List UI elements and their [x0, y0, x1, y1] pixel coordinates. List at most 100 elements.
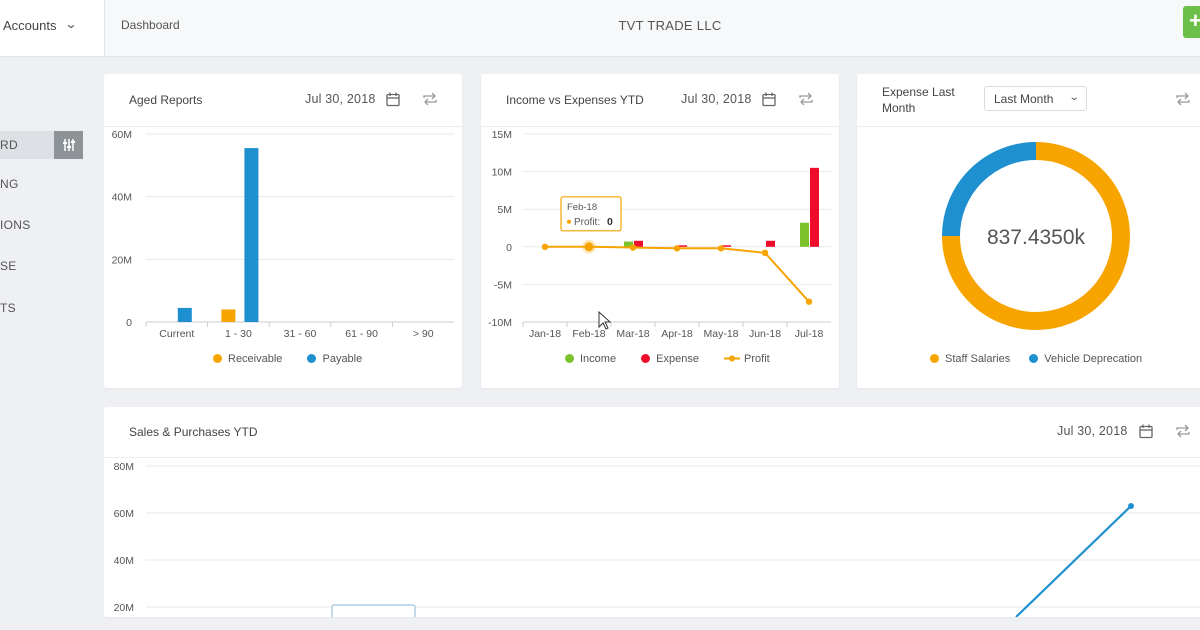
- sidebar-item-label-transactions[interactable]: IONS: [0, 218, 31, 232]
- bar-receivable: [221, 309, 236, 322]
- donut-slice-staff-salaries: [942, 142, 1130, 330]
- y-tick-label: 10M: [492, 167, 512, 179]
- bar-payable: [177, 307, 192, 322]
- sales-purchases-chart: 20M 40M 60M 80M: [114, 461, 1200, 617]
- y-tick-label: 20M: [114, 602, 134, 614]
- y-tick-label: 60M: [112, 129, 132, 141]
- bar-payable: [244, 148, 259, 322]
- chart-legend: Receivable Payable: [213, 353, 384, 365]
- chart-tooltip: [560, 196, 622, 232]
- settings-sliders-icon[interactable]: [54, 131, 83, 159]
- legend-label: Profit: [744, 353, 770, 365]
- sales-purchases-card: Sales & Purchases YTD Jul 30, 2018 20M 40…: [104, 407, 1200, 617]
- card-title-line: Month: [882, 101, 916, 115]
- sales-line: [1015, 505, 1132, 617]
- y-tick-label: 0: [506, 242, 512, 254]
- legend-dot: [307, 354, 317, 363]
- legend-item-profit[interactable]: Profit: [724, 353, 770, 365]
- chart-legend: Staff Salaries Vehicle Deprecation: [930, 353, 1164, 365]
- tooltip-title: Feb-18: [567, 202, 597, 213]
- sidebar-item-label-reports[interactable]: TS: [0, 301, 16, 315]
- legend-item-receivable[interactable]: Receivable: [213, 353, 282, 365]
- refresh-icon[interactable]: [1175, 424, 1191, 438]
- x-tick-label: 31 - 60: [284, 328, 317, 340]
- bar-income: [800, 222, 809, 247]
- calendar-icon[interactable]: [762, 92, 776, 107]
- bar-expense: [722, 245, 731, 247]
- bar-income: [624, 241, 633, 247]
- profit-line: [545, 245, 810, 303]
- legend-item-expense[interactable]: Expense: [641, 353, 699, 365]
- legend-label: Staff Salaries: [945, 353, 1011, 365]
- x-tick-label: Apr-18: [661, 328, 693, 340]
- expense-last-month-card: Expense Last Month Last Month ⌄ 837.4350k…: [857, 74, 1200, 388]
- sidebar-item-label-banking[interactable]: NG: [0, 177, 19, 191]
- date-label: Jul 30, 2018: [681, 92, 752, 106]
- calendar-icon[interactable]: [1139, 424, 1153, 439]
- expense-donut-chart: 837.4350k: [942, 142, 1130, 330]
- profit-point: [805, 298, 813, 305]
- legend-line-marker: [724, 355, 741, 362]
- y-tick-label: 60M: [114, 508, 134, 520]
- donut-center-label: 837.4350k: [987, 226, 1086, 249]
- legend-dot: [641, 354, 651, 363]
- y-tick-label: -5M: [494, 279, 512, 291]
- x-tick-label: Jan-18: [529, 328, 561, 340]
- account-label: Accounts: [3, 18, 57, 33]
- bar-expense: [766, 240, 775, 247]
- calendar-icon[interactable]: [386, 92, 400, 107]
- sidebar-item-dashboard[interactable]: [0, 131, 54, 159]
- profit-point: [717, 245, 725, 252]
- refresh-icon[interactable]: [422, 92, 438, 106]
- card-title: Expense Last Month: [882, 84, 955, 116]
- x-tick-label: > 90: [413, 328, 434, 340]
- account-switcher[interactable]: Accounts ⌄: [0, 0, 105, 56]
- profit-point: [761, 249, 769, 257]
- company-name: TVT TRADE LLC: [618, 18, 722, 33]
- income-vs-expenses-card: Income vs Expenses YTD Jul 30, 2018 -10M…: [481, 74, 839, 388]
- legend-item-vehicle-deprecation[interactable]: Vehicle Deprecation: [1029, 353, 1142, 365]
- card-title: Sales & Purchases YTD: [129, 425, 258, 439]
- legend-dot: [565, 354, 574, 363]
- profit-point: [584, 242, 594, 252]
- card-header: Aged Reports Jul 30, 2018: [104, 74, 462, 127]
- y-tick-label: -10M: [488, 317, 512, 329]
- card-header: Expense Last Month Last Month ⌄: [857, 74, 1200, 127]
- profit-point: [629, 244, 637, 251]
- legend-label: Vehicle Deprecation: [1044, 353, 1143, 365]
- y-tick-label: 5M: [497, 204, 512, 216]
- legend-dot: [213, 354, 222, 363]
- legend-label: Income: [580, 353, 617, 365]
- refresh-icon[interactable]: [1175, 92, 1191, 106]
- y-tick-label: 80M: [114, 461, 134, 473]
- card-title-line: Expense Last: [882, 85, 955, 99]
- legend-item-payable[interactable]: Payable: [307, 353, 362, 365]
- y-tick-label: 15M: [492, 129, 512, 141]
- date-label: Jul 30, 2018: [305, 92, 376, 106]
- aged-reports-chart: 0 20M 40M 60M Current 1 - 30 31 - 60 61 - 90 > 9…: [112, 129, 454, 340]
- bar-expense: [634, 240, 643, 247]
- x-tick-label: 61 - 90: [345, 328, 378, 340]
- add-button[interactable]: +: [1183, 6, 1200, 38]
- period-select-value: Last Month: [994, 92, 1054, 106]
- period-select[interactable]: Last Month ⌄: [984, 86, 1087, 111]
- legend-item-income[interactable]: Income: [565, 353, 616, 365]
- x-tick-label: May-18: [703, 328, 738, 340]
- x-tick-label: Jul-18: [795, 328, 824, 340]
- breadcrumb[interactable]: Dashboard: [121, 18, 180, 32]
- tooltip-dot: [567, 219, 571, 224]
- income-vs-expenses-chart: -10M -5M 0 5M 10M 15M Jan-18 Feb-18 Mar-18 Apr-18…: [488, 129, 831, 340]
- profit-point: [541, 243, 549, 250]
- chevron-down-icon: ⌄: [1068, 92, 1080, 103]
- x-tick-label: 1 - 30: [225, 328, 252, 340]
- tooltip-value: 0: [607, 216, 613, 228]
- sidebar-item-label-purchase[interactable]: SE: [0, 259, 17, 273]
- refresh-icon[interactable]: [798, 92, 814, 106]
- date-label: Jul 30, 2018: [1057, 424, 1128, 438]
- legend-item-staff-salaries[interactable]: Staff Salaries: [930, 353, 1010, 365]
- y-tick-label: 20M: [112, 254, 132, 266]
- sidebar-item-label-dashboard[interactable]: RD: [0, 138, 18, 152]
- legend-dot: [930, 354, 939, 363]
- y-tick-label: 0: [126, 317, 132, 329]
- legend-label: Expense: [656, 353, 699, 365]
